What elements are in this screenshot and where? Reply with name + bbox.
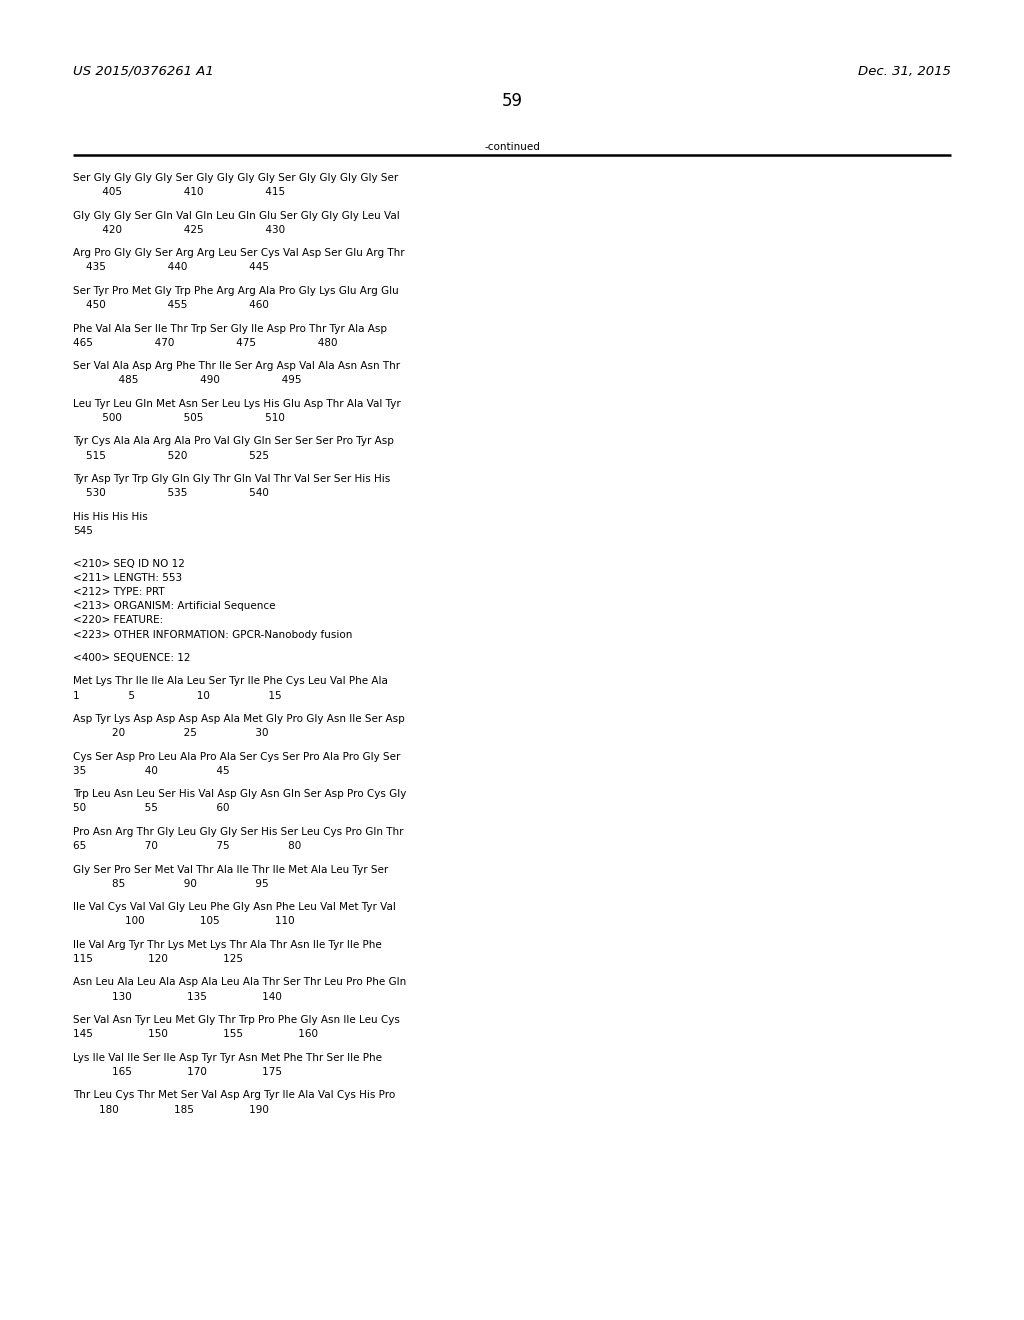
- Text: <223> OTHER INFORMATION: GPCR-Nanobody fusion: <223> OTHER INFORMATION: GPCR-Nanobody f…: [73, 630, 352, 639]
- Text: <400> SEQUENCE: 12: <400> SEQUENCE: 12: [73, 653, 190, 663]
- Text: Thr Leu Cys Thr Met Ser Val Asp Arg Tyr Ile Ala Val Cys His Pro: Thr Leu Cys Thr Met Ser Val Asp Arg Tyr …: [73, 1090, 395, 1101]
- Text: 145                 150                 155                 160: 145 150 155 160: [73, 1030, 318, 1039]
- Text: Asp Tyr Lys Asp Asp Asp Asp Ala Met Gly Pro Gly Asn Ile Ser Asp: Asp Tyr Lys Asp Asp Asp Asp Ala Met Gly …: [73, 714, 404, 725]
- Text: Ser Val Asn Tyr Leu Met Gly Thr Trp Pro Phe Gly Asn Ile Leu Cys: Ser Val Asn Tyr Leu Met Gly Thr Trp Pro …: [73, 1015, 400, 1026]
- Text: US 2015/0376261 A1: US 2015/0376261 A1: [73, 65, 214, 78]
- Text: Lys Ile Val Ile Ser Ile Asp Tyr Tyr Asn Met Phe Thr Ser Ile Phe: Lys Ile Val Ile Ser Ile Asp Tyr Tyr Asn …: [73, 1052, 382, 1063]
- Text: Arg Pro Gly Gly Ser Arg Arg Leu Ser Cys Val Asp Ser Glu Arg Thr: Arg Pro Gly Gly Ser Arg Arg Leu Ser Cys …: [73, 248, 404, 259]
- Text: Phe Val Ala Ser Ile Thr Trp Ser Gly Ile Asp Pro Thr Tyr Ala Asp: Phe Val Ala Ser Ile Thr Trp Ser Gly Ile …: [73, 323, 387, 334]
- Text: Ser Val Ala Asp Arg Phe Thr Ile Ser Arg Asp Val Ala Asn Asn Thr: Ser Val Ala Asp Arg Phe Thr Ile Ser Arg …: [73, 362, 400, 371]
- Text: 180                 185                 190: 180 185 190: [73, 1105, 269, 1114]
- Text: His His His His: His His His His: [73, 512, 147, 521]
- Text: 50                  55                  60: 50 55 60: [73, 804, 229, 813]
- Text: 545: 545: [73, 525, 93, 536]
- Text: 59: 59: [502, 92, 522, 110]
- Text: Met Lys Thr Ile Ile Ala Leu Ser Tyr Ile Phe Cys Leu Val Phe Ala: Met Lys Thr Ile Ile Ala Leu Ser Tyr Ile …: [73, 676, 388, 686]
- Text: 130                 135                 140: 130 135 140: [73, 991, 282, 1002]
- Text: 500                   505                   510: 500 505 510: [73, 413, 285, 422]
- Text: 450                   455                   460: 450 455 460: [73, 300, 269, 310]
- Text: 420                   425                   430: 420 425 430: [73, 224, 285, 235]
- Text: 20                  25                  30: 20 25 30: [73, 729, 268, 738]
- Text: Gly Ser Pro Ser Met Val Thr Ala Ile Thr Ile Met Ala Leu Tyr Ser: Gly Ser Pro Ser Met Val Thr Ala Ile Thr …: [73, 865, 388, 875]
- Text: Trp Leu Asn Leu Ser His Val Asp Gly Asn Gln Ser Asp Pro Cys Gly: Trp Leu Asn Leu Ser His Val Asp Gly Asn …: [73, 789, 407, 800]
- Text: 100                 105                 110: 100 105 110: [73, 916, 295, 927]
- Text: Ser Gly Gly Gly Gly Ser Gly Gly Gly Gly Ser Gly Gly Gly Gly Ser: Ser Gly Gly Gly Gly Ser Gly Gly Gly Gly …: [73, 173, 398, 183]
- Text: 530                   535                   540: 530 535 540: [73, 488, 269, 498]
- Text: Tyr Cys Ala Ala Arg Ala Pro Val Gly Gln Ser Ser Ser Pro Tyr Asp: Tyr Cys Ala Ala Arg Ala Pro Val Gly Gln …: [73, 437, 394, 446]
- Text: <213> ORGANISM: Artificial Sequence: <213> ORGANISM: Artificial Sequence: [73, 601, 275, 611]
- Text: Ile Val Cys Val Val Gly Leu Phe Gly Asn Phe Leu Val Met Tyr Val: Ile Val Cys Val Val Gly Leu Phe Gly Asn …: [73, 902, 396, 912]
- Text: 165                 170                 175: 165 170 175: [73, 1067, 282, 1077]
- Text: <220> FEATURE:: <220> FEATURE:: [73, 615, 163, 626]
- Text: <211> LENGTH: 553: <211> LENGTH: 553: [73, 573, 182, 582]
- Text: 35                  40                  45: 35 40 45: [73, 766, 229, 776]
- Text: Ser Tyr Pro Met Gly Trp Phe Arg Arg Ala Pro Gly Lys Glu Arg Glu: Ser Tyr Pro Met Gly Trp Phe Arg Arg Ala …: [73, 286, 398, 296]
- Text: Asn Leu Ala Leu Ala Asp Ala Leu Ala Thr Ser Thr Leu Pro Phe Gln: Asn Leu Ala Leu Ala Asp Ala Leu Ala Thr …: [73, 977, 407, 987]
- Text: Cys Ser Asp Pro Leu Ala Pro Ala Ser Cys Ser Pro Ala Pro Gly Ser: Cys Ser Asp Pro Leu Ala Pro Ala Ser Cys …: [73, 751, 400, 762]
- Text: <212> TYPE: PRT: <212> TYPE: PRT: [73, 587, 165, 597]
- Text: Pro Asn Arg Thr Gly Leu Gly Gly Ser His Ser Leu Cys Pro Gln Thr: Pro Asn Arg Thr Gly Leu Gly Gly Ser His …: [73, 826, 403, 837]
- Text: 115                 120                 125: 115 120 125: [73, 954, 243, 964]
- Text: 65                  70                  75                  80: 65 70 75 80: [73, 841, 301, 851]
- Text: Dec. 31, 2015: Dec. 31, 2015: [858, 65, 951, 78]
- Text: Ile Val Arg Tyr Thr Lys Met Lys Thr Ala Thr Asn Ile Tyr Ile Phe: Ile Val Arg Tyr Thr Lys Met Lys Thr Ala …: [73, 940, 382, 950]
- Text: -continued: -continued: [484, 143, 540, 152]
- Text: 485                   490                   495: 485 490 495: [73, 375, 301, 385]
- Text: 1               5                   10                  15: 1 5 10 15: [73, 690, 282, 701]
- Text: 465                   470                   475                   480: 465 470 475 480: [73, 338, 338, 347]
- Text: 515                   520                   525: 515 520 525: [73, 450, 269, 461]
- Text: Tyr Asp Tyr Trp Gly Gln Gly Thr Gln Val Thr Val Ser Ser His His: Tyr Asp Tyr Trp Gly Gln Gly Thr Gln Val …: [73, 474, 390, 484]
- Text: <210> SEQ ID NO 12: <210> SEQ ID NO 12: [73, 558, 185, 569]
- Text: 85                  90                  95: 85 90 95: [73, 879, 268, 888]
- Text: Leu Tyr Leu Gln Met Asn Ser Leu Lys His Glu Asp Thr Ala Val Tyr: Leu Tyr Leu Gln Met Asn Ser Leu Lys His …: [73, 399, 400, 409]
- Text: 435                   440                   445: 435 440 445: [73, 263, 269, 272]
- Text: 405                   410                   415: 405 410 415: [73, 187, 285, 197]
- Text: Gly Gly Gly Ser Gln Val Gln Leu Gln Glu Ser Gly Gly Gly Leu Val: Gly Gly Gly Ser Gln Val Gln Leu Gln Glu …: [73, 211, 399, 220]
